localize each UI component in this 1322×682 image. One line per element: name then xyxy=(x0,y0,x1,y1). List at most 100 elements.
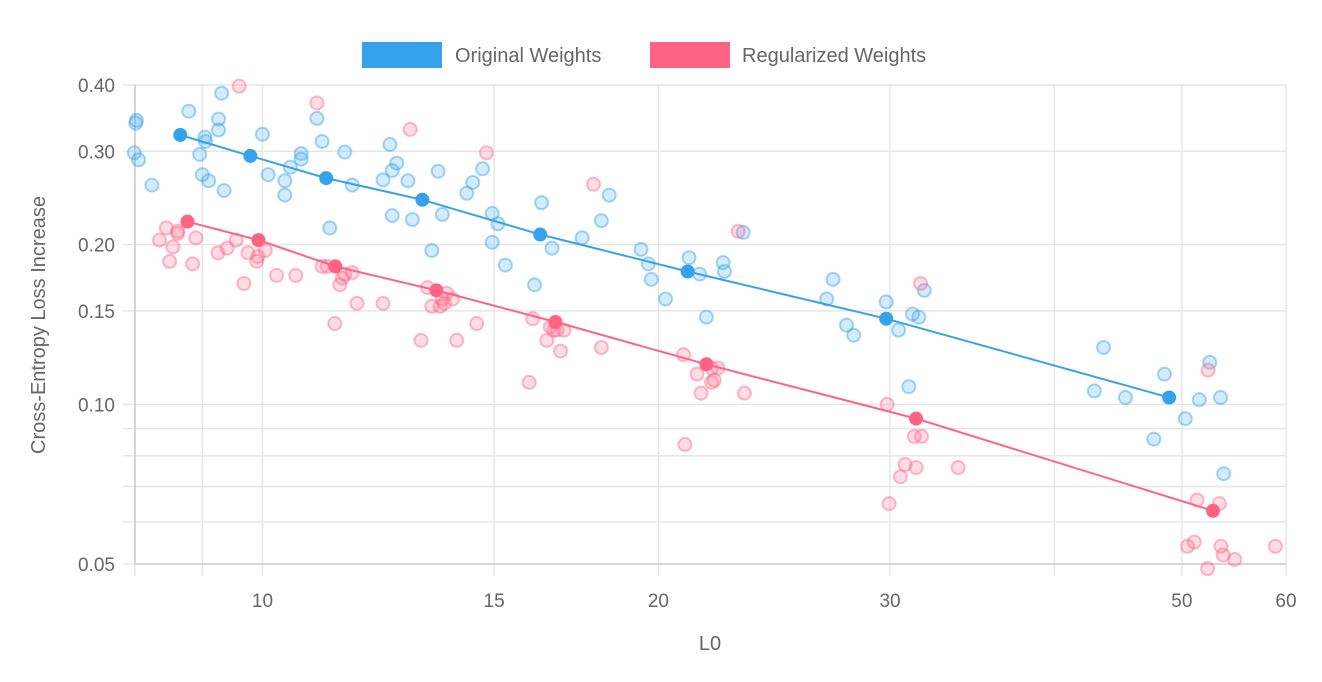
scatter-point[interactable] xyxy=(478,145,494,161)
scatter-point[interactable] xyxy=(254,126,270,142)
scatter-point[interactable] xyxy=(192,146,208,162)
scatter-point[interactable] xyxy=(250,248,266,264)
scatter-point[interactable] xyxy=(181,103,197,119)
legend-item-original-weights[interactable]: Original Weights xyxy=(362,42,601,68)
scatter-point[interactable] xyxy=(706,372,722,388)
scatter-point[interactable] xyxy=(825,271,841,287)
scatter-point[interactable] xyxy=(194,167,210,183)
scatter-point[interactable] xyxy=(309,110,325,126)
scatter-point[interactable] xyxy=(469,316,485,332)
scatter-point[interactable] xyxy=(716,264,732,280)
scatter-point[interactable] xyxy=(170,225,186,241)
scatter-point[interactable] xyxy=(601,187,617,203)
scatter-point[interactable] xyxy=(643,271,659,287)
scatter-point[interactable] xyxy=(534,195,550,211)
scatter-point[interactable] xyxy=(913,275,929,291)
scatter-point[interactable] xyxy=(436,295,452,311)
scatter-point[interactable] xyxy=(257,242,273,258)
scatter-point[interactable] xyxy=(735,224,751,240)
scatter-point[interactable] xyxy=(165,239,181,255)
scatter-point[interactable] xyxy=(574,230,590,246)
scatter-point[interactable] xyxy=(730,223,746,239)
scatter-point[interactable] xyxy=(430,163,446,179)
scatter-point[interactable] xyxy=(344,265,360,281)
scatter-point[interactable] xyxy=(349,295,365,311)
scatter-point[interactable] xyxy=(1267,538,1283,554)
scatter-point[interactable] xyxy=(897,457,913,473)
trend-marker[interactable] xyxy=(699,357,714,372)
scatter-point[interactable] xyxy=(269,267,285,283)
scatter-point[interactable] xyxy=(1096,339,1112,355)
scatter-point[interactable] xyxy=(389,155,405,171)
scatter-point[interactable] xyxy=(240,245,256,261)
scatter-point[interactable] xyxy=(904,306,920,322)
scatter-point[interactable] xyxy=(201,173,217,189)
scatter-point[interactable] xyxy=(424,298,440,314)
scatter-point[interactable] xyxy=(658,291,674,307)
trend-marker[interactable] xyxy=(533,227,548,242)
scatter-point[interactable] xyxy=(908,460,924,476)
scatter-point[interactable] xyxy=(337,144,353,160)
scatter-point[interactable] xyxy=(382,136,398,152)
scatter-point[interactable] xyxy=(879,396,895,412)
scatter-point[interactable] xyxy=(1215,547,1231,563)
scatter-point[interactable] xyxy=(497,257,513,273)
scatter-point[interactable] xyxy=(293,146,309,162)
scatter-point[interactable] xyxy=(1117,390,1133,406)
scatter-point[interactable] xyxy=(260,167,276,183)
scatter-point[interactable] xyxy=(484,234,500,250)
trend-marker[interactable] xyxy=(909,411,924,426)
scatter-point[interactable] xyxy=(881,496,897,512)
scatter-point[interactable] xyxy=(214,85,230,101)
scatter-point[interactable] xyxy=(322,220,338,236)
scatter-point[interactable] xyxy=(914,428,930,444)
scatter-point[interactable] xyxy=(698,309,714,325)
scatter-point[interactable] xyxy=(715,255,731,271)
scatter-point[interactable] xyxy=(593,213,609,229)
scatter-point[interactable] xyxy=(1227,551,1243,567)
scatter-point[interactable] xyxy=(170,223,186,239)
scatter-point[interactable] xyxy=(640,256,656,272)
scatter-point[interactable] xyxy=(1213,538,1229,554)
scatter-point[interactable] xyxy=(375,172,391,188)
scatter-point[interactable] xyxy=(846,327,862,343)
scatter-point[interactable] xyxy=(384,162,400,178)
scatter-point[interactable] xyxy=(906,428,922,444)
scatter-point[interactable] xyxy=(1146,431,1162,447)
scatter-point[interactable] xyxy=(459,185,475,201)
scatter-point[interactable] xyxy=(188,230,204,246)
scatter-point[interactable] xyxy=(236,275,252,291)
scatter-point[interactable] xyxy=(527,277,543,293)
legend-item-regularized-weights[interactable]: Regularized Weights xyxy=(650,42,926,68)
scatter-point[interactable] xyxy=(277,187,293,203)
scatter-point[interactable] xyxy=(231,78,247,94)
scatter-point[interactable] xyxy=(1177,411,1193,427)
scatter-point[interactable] xyxy=(1156,366,1172,382)
scatter-point[interactable] xyxy=(384,207,400,223)
scatter-point[interactable] xyxy=(704,374,720,390)
scatter-point[interactable] xyxy=(327,316,343,332)
scatter-point[interactable] xyxy=(375,295,391,311)
scatter-point[interactable] xyxy=(911,309,927,325)
scatter-point[interactable] xyxy=(314,133,330,149)
scatter-point[interactable] xyxy=(432,298,448,314)
scatter-point[interactable] xyxy=(839,317,855,333)
trend-marker[interactable] xyxy=(429,283,444,298)
trend-marker[interactable] xyxy=(1162,390,1177,405)
scatter-point[interactable] xyxy=(585,176,601,192)
scatter-point[interactable] xyxy=(219,240,235,256)
scatter-point[interactable] xyxy=(332,277,348,293)
trend-marker[interactable] xyxy=(415,192,430,207)
scatter-point[interactable] xyxy=(736,385,752,401)
scatter-point[interactable] xyxy=(1202,354,1218,370)
scatter-point[interactable] xyxy=(1212,390,1228,406)
scatter-point[interactable] xyxy=(1200,362,1216,378)
scatter-point[interactable] xyxy=(288,267,304,283)
scatter-point[interactable] xyxy=(916,282,932,298)
scatter-point[interactable] xyxy=(1186,534,1202,550)
scatter-point[interactable] xyxy=(449,332,465,348)
scatter-point[interactable] xyxy=(1086,383,1102,399)
scatter-point[interactable] xyxy=(693,385,709,401)
scatter-point[interactable] xyxy=(677,436,693,452)
trend-marker[interactable] xyxy=(251,233,266,248)
